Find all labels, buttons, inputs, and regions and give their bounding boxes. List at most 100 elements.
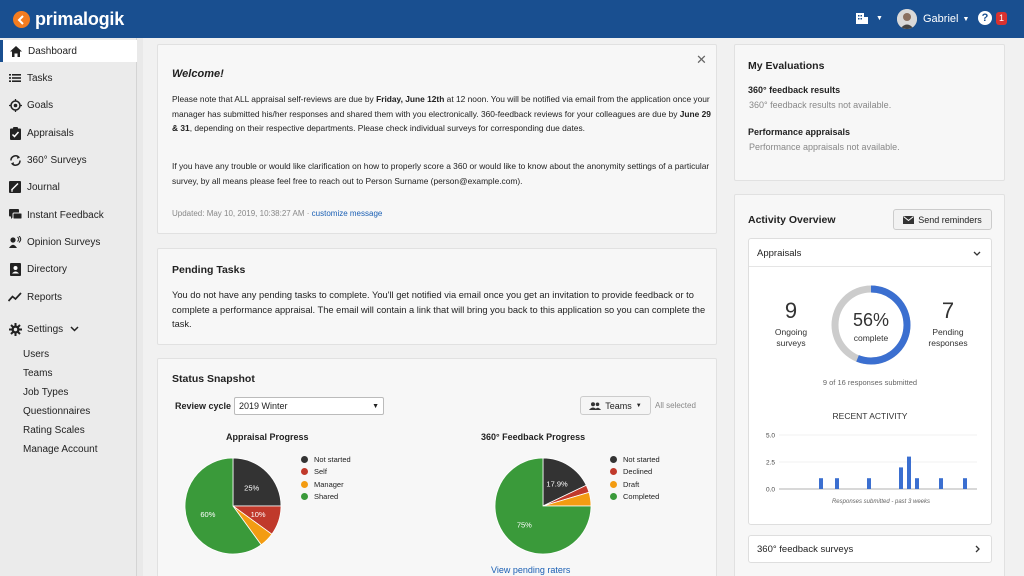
send-reminders-button[interactable]: Send reminders [893, 209, 992, 230]
appraisals-panel-header[interactable]: Appraisals [749, 239, 991, 267]
people-icon [589, 401, 602, 410]
building-icon [856, 13, 868, 24]
settings-item-manage-account[interactable]: Manage Account [23, 444, 98, 455]
list-icon [8, 71, 22, 85]
donut-progress [831, 285, 911, 365]
feedback-results-title: 360° feedback results [748, 85, 841, 95]
organization-menu[interactable]: ▼ [855, 12, 883, 25]
completion-percent: 56% [852, 310, 890, 330]
sidebar-item-directory[interactable]: Directory [0, 258, 137, 280]
teams-selection-text: All selected [655, 401, 696, 410]
activity-bar [819, 478, 823, 489]
feedback-progress-title: 360° Feedback Progress [481, 432, 586, 442]
sidebar-item-label: Dashboard [28, 45, 77, 57]
sidebar: Dashboard Tasks Goals Appraisals 360° Su… [0, 38, 137, 576]
sidebar-item-opinion-surveys[interactable]: Opinion Surveys [0, 231, 137, 253]
sidebar-item-dashboard[interactable]: Dashboard [0, 40, 137, 62]
settings-item-rating-scales[interactable]: Rating Scales [23, 425, 85, 436]
feedback-surveys-panel[interactable]: 360° feedback surveys [748, 535, 992, 563]
contact-card-icon [8, 262, 22, 276]
sidebar-item-appraisals[interactable]: Appraisals [0, 122, 137, 144]
sidebar-item-settings[interactable]: Settings [0, 318, 137, 340]
legend-swatch [301, 493, 308, 501]
legend-label: Shared [314, 492, 339, 502]
clipboard-check-icon [8, 126, 22, 140]
legend-item: Declined [610, 466, 660, 479]
chat-icon [8, 208, 22, 222]
activity-bar [835, 478, 839, 489]
legend-item: Draft [610, 478, 660, 491]
pending-tasks-text: You do not have any pending tasks to com… [172, 290, 706, 329]
chevron-right-icon [975, 545, 980, 553]
gear-icon [8, 322, 22, 336]
completion-donut [831, 285, 911, 365]
sidebar-item-instant-feedback[interactable]: Instant Feedback [0, 204, 137, 226]
chevron-down-icon [973, 251, 981, 256]
status-snapshot-card: Status Snapshot Review cycle 2019 Winter… [157, 358, 717, 576]
sidebar-item-label: Directory [27, 263, 68, 275]
feedback-progress-chart: 17.9% 75% [494, 457, 592, 555]
my-evaluations-card: My Evaluations 360° feedback results 360… [734, 44, 1005, 181]
legend-item: Not started [301, 453, 351, 466]
pie-slice [542, 457, 587, 507]
x-axis-label: Responses submitted - past 3 weeks [832, 499, 930, 505]
help-icon: ? [978, 11, 992, 25]
target-icon [8, 98, 22, 112]
customize-message-link[interactable]: customize message [311, 209, 383, 218]
sidebar-item-label: Goals [27, 99, 54, 111]
view-pending-raters-link[interactable]: View pending raters [491, 565, 571, 575]
activity-bar [939, 478, 943, 489]
sidebar-item-360-surveys[interactable]: 360° Surveys [0, 149, 137, 171]
y-tick-label: 2.5 [766, 460, 775, 467]
legend-item: Shared [301, 491, 351, 504]
y-tick-label: 0.0 [766, 487, 775, 494]
avatar [897, 9, 917, 29]
pie-slice [184, 457, 262, 555]
user-name: Gabriel [923, 13, 959, 25]
pending-tasks-card: Pending Tasks You do not have any pendin… [157, 248, 717, 345]
welcome-title: Welcome! [172, 68, 224, 80]
journal-icon [8, 180, 22, 194]
welcome-paragraph-2: If you have any trouble or would like cl… [172, 161, 710, 186]
settings-item-teams[interactable]: Teams [23, 368, 53, 379]
pie-slice-label: 75% [517, 521, 532, 530]
settings-item-users[interactable]: Users [23, 349, 50, 360]
legend-swatch [610, 468, 617, 476]
legend-label: Draft [623, 479, 640, 489]
brand-logo[interactable]: primalogik [13, 9, 124, 30]
legend-swatch [610, 480, 617, 488]
sidebar-item-journal[interactable]: Journal [0, 176, 137, 198]
close-icon[interactable]: ✕ [696, 52, 707, 67]
pending-count: 7 [941, 298, 955, 323]
review-cycle-label: Review cycle [175, 401, 232, 411]
sidebar-item-tasks[interactable]: Tasks [0, 67, 137, 89]
legend-label: Manager [314, 479, 344, 489]
sidebar-item-reports[interactable]: Reports [0, 286, 137, 308]
status-snapshot-title: Status Snapshot [172, 373, 255, 385]
feedback-surveys-label: 360° feedback surveys [757, 544, 854, 555]
review-cycle-select[interactable]: 2019 Winter ▼ [234, 397, 384, 415]
settings-item-questionnaires[interactable]: Questionnaires [23, 406, 91, 417]
activity-bar [915, 478, 919, 489]
performance-appraisals-title: Performance appraisals [748, 127, 851, 137]
legend-item: Completed [610, 491, 660, 504]
sync-icon [8, 153, 22, 167]
legend-label: Completed [623, 492, 660, 502]
settings-item-job-types[interactable]: Job Types [23, 387, 69, 398]
activity-bar [907, 456, 911, 489]
user-menu[interactable]: Gabriel ▼ [897, 9, 969, 29]
legend-label: Declined [623, 467, 653, 477]
legend-swatch [610, 493, 617, 501]
activity-overview-title: Activity Overview [748, 214, 836, 226]
help-menu[interactable]: ? 1 [978, 11, 1008, 25]
pie-slice-label: 60% [200, 510, 215, 519]
teams-filter-button[interactable]: Teams ▼ [580, 396, 651, 415]
home-icon [9, 44, 23, 58]
sidebar-item-label: Instant Feedback [27, 209, 104, 221]
legend-item: Manager [301, 478, 351, 491]
trend-icon [8, 290, 22, 304]
recent-activity-chart: 5.0 2.5 0.0 Responses submitted - past 3 we… [766, 433, 977, 505]
sidebar-item-goals[interactable]: Goals [0, 94, 137, 116]
recent-activity-title: RECENT ACTIVITY [832, 411, 908, 421]
sidebar-item-label: Appraisals [27, 127, 74, 139]
